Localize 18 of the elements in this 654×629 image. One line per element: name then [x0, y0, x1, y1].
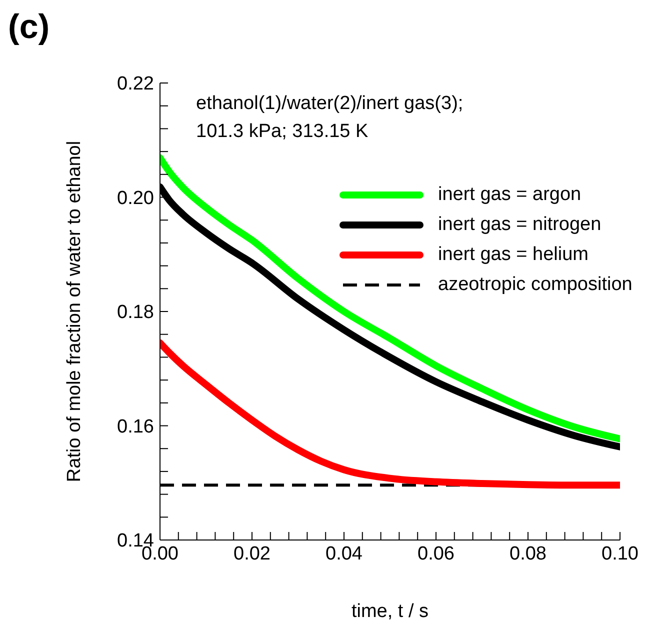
y-tick-label: 0.16 [117, 416, 154, 438]
x-tick-label: 0.06 [418, 543, 454, 564]
x-axis-title: time, t / s [351, 601, 429, 622]
legend-label: inert gas = helium [438, 243, 638, 267]
x-tick-label: 0.04 [326, 543, 363, 564]
x-tick-label: 0.08 [510, 543, 546, 564]
y-tick-label: 0.18 [117, 302, 154, 324]
legend-label: inert gas = argon [438, 183, 638, 207]
annotation: 101.3 kPa; 313.15 K [196, 120, 370, 144]
legend-label: azeotropic composition [438, 273, 638, 297]
x-tick-label: 0.10 [602, 543, 638, 564]
y-tick-label: 0.22 [117, 74, 154, 95]
x-tick-label: 0.02 [234, 543, 270, 564]
y-tick-label: 0.20 [117, 188, 154, 209]
y-axis-title: Ratio of mole fraction of water to ethanol [64, 140, 85, 482]
legend-label: inert gas = nitrogen [438, 213, 638, 237]
text: (c) [8, 8, 50, 47]
annotation: ethanol(1)/water(2)/inert gas(3); [196, 92, 464, 116]
